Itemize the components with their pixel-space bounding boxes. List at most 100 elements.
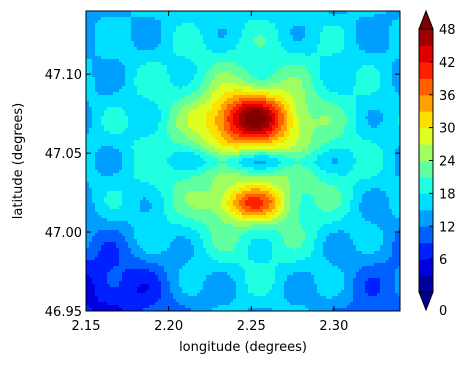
contour-cell: [224, 173, 228, 177]
contour-cell: [134, 83, 138, 87]
contour-cell: [125, 176, 129, 180]
contour-cell: [218, 215, 222, 219]
contour-cell: [161, 209, 165, 213]
contour-cell: [212, 200, 216, 204]
contour-cell: [128, 296, 132, 300]
contour-cell: [140, 188, 144, 192]
contour-cell: [209, 302, 213, 306]
contour-cell: [89, 53, 93, 57]
contour-cell: [206, 104, 210, 108]
contour-cell: [191, 32, 195, 36]
contour-cell: [185, 89, 189, 93]
contour-cell: [110, 14, 114, 18]
contour-cell: [98, 32, 102, 36]
contour-cell: [161, 116, 165, 120]
contour-cell: [161, 98, 165, 102]
contour-cell: [179, 224, 183, 228]
contour-cell: [200, 110, 204, 114]
contour-cell: [122, 71, 126, 75]
contour-cell: [212, 284, 216, 288]
contour-cell: [122, 128, 126, 132]
contour-cell: [128, 35, 132, 39]
contour-cell: [209, 89, 213, 93]
contour-cell: [188, 227, 192, 231]
contour-cell: [137, 125, 141, 129]
contour-cell: [122, 152, 126, 156]
contour-cell: [92, 179, 96, 183]
contour-cell: [131, 32, 135, 36]
contour-cell: [137, 83, 141, 87]
contour-cell: [218, 179, 222, 183]
contour-cell: [161, 296, 165, 300]
contour-cell: [230, 173, 234, 177]
contour-cell: [224, 86, 228, 90]
contour-cell: [191, 272, 195, 276]
contour-cell: [224, 113, 228, 117]
contour-cell: [215, 89, 219, 93]
contour-cell: [152, 131, 156, 135]
contour-cell: [110, 302, 114, 306]
contour-cell: [227, 197, 231, 201]
contour-cell: [104, 68, 108, 72]
contour-cell: [149, 164, 153, 168]
contour-cell: [212, 236, 216, 240]
contour-cell: [107, 272, 111, 276]
contour-cell: [119, 62, 123, 66]
contour-cell: [158, 245, 162, 249]
contour-cell: [128, 227, 132, 231]
contour-cell: [134, 11, 138, 15]
contour-cell: [191, 191, 195, 195]
contour-cell: [203, 26, 207, 30]
contour-cell: [101, 167, 105, 171]
contour-cell: [101, 245, 105, 249]
contour-cell: [95, 146, 99, 150]
contour-cell: [146, 98, 150, 102]
contour-cell: [113, 101, 117, 105]
contour-cell: [116, 266, 120, 270]
contour-cell: [185, 215, 189, 219]
contour-cell: [215, 137, 219, 141]
contour-cell: [185, 269, 189, 273]
contour-cell: [161, 38, 165, 42]
contour-cell: [173, 305, 177, 309]
contour-cell: [149, 50, 153, 54]
contour-cell: [191, 293, 195, 297]
contour-cell: [98, 95, 102, 99]
contour-cell: [98, 281, 102, 285]
contour-cell: [125, 17, 129, 21]
contour-cell: [209, 107, 213, 111]
contour-cell: [152, 23, 156, 27]
contour-cell: [95, 245, 99, 249]
contour-cell: [92, 68, 96, 72]
contour-cell: [203, 62, 207, 66]
contour-cell: [137, 35, 141, 39]
contour-cell: [227, 287, 231, 291]
contour-cell: [194, 116, 198, 120]
contour-cell: [86, 101, 90, 105]
contour-cell: [215, 266, 219, 270]
contour-cell: [92, 110, 96, 114]
contour-cell: [230, 170, 234, 174]
contour-cell: [116, 248, 120, 252]
contour-cell: [104, 278, 108, 282]
contour-cell: [206, 200, 210, 204]
contour-cell: [215, 62, 219, 66]
contour-cell: [194, 53, 198, 57]
contour-cell: [89, 80, 93, 84]
contour-cell: [143, 161, 147, 165]
contour-cell: [218, 77, 222, 81]
contour-cell: [158, 116, 162, 120]
contour-cell: [98, 17, 102, 21]
contour-cell: [98, 197, 102, 201]
contour-cell: [176, 245, 180, 249]
contour-cell: [101, 59, 105, 63]
contour-cell: [206, 98, 210, 102]
contour-cell: [233, 290, 237, 294]
contour-cell: [149, 134, 153, 138]
contour-cell: [203, 248, 207, 252]
contour-cell: [113, 281, 117, 285]
contour-cell: [86, 182, 90, 186]
contour-cell: [92, 275, 96, 279]
contour-cell: [134, 230, 138, 234]
contour-cell: [194, 62, 198, 66]
